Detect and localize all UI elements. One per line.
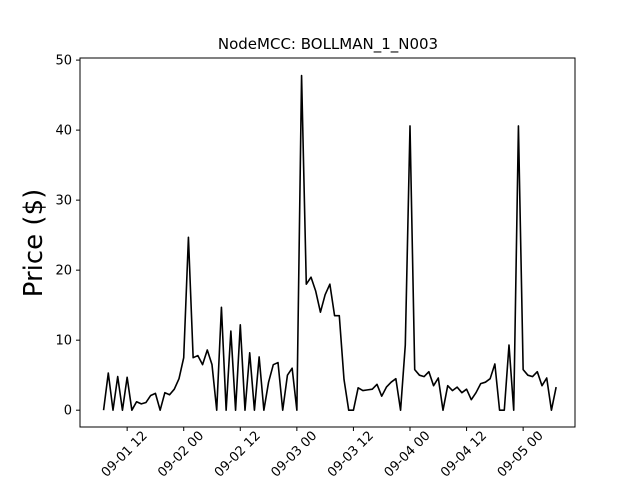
x-tick-label: 09-02 00: [155, 429, 207, 480]
chart-title: NodeMCC: BOLLMAN_1_N003: [218, 35, 438, 54]
x-tick-label: 09-04 00: [382, 429, 434, 480]
plot-frame: [79, 57, 576, 428]
y-tick-label: 20: [55, 264, 72, 279]
y-axis-label: Price ($): [19, 189, 49, 298]
y-tick-label: 30: [55, 194, 72, 209]
x-tick-label: 09-01 12: [99, 429, 151, 480]
x-tick-label: 09-03 00: [268, 429, 320, 480]
y-tick-label: 10: [55, 334, 72, 349]
y-tick-label: 50: [55, 54, 72, 69]
x-tick-label: 09-03 12: [325, 429, 377, 480]
x-tick-label: 09-04 12: [438, 429, 490, 480]
price-line: [102, 74, 557, 411]
y-tick-label: 0: [64, 404, 72, 419]
x-tick-label: 09-05 00: [495, 429, 547, 480]
x-tick-label: 09-02 12: [212, 429, 264, 480]
y-tick-label: 40: [55, 124, 72, 139]
